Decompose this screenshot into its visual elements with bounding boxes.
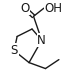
Text: OH: OH: [45, 2, 63, 15]
Text: N: N: [37, 34, 46, 47]
Text: S: S: [10, 44, 18, 57]
Text: O: O: [20, 2, 29, 15]
